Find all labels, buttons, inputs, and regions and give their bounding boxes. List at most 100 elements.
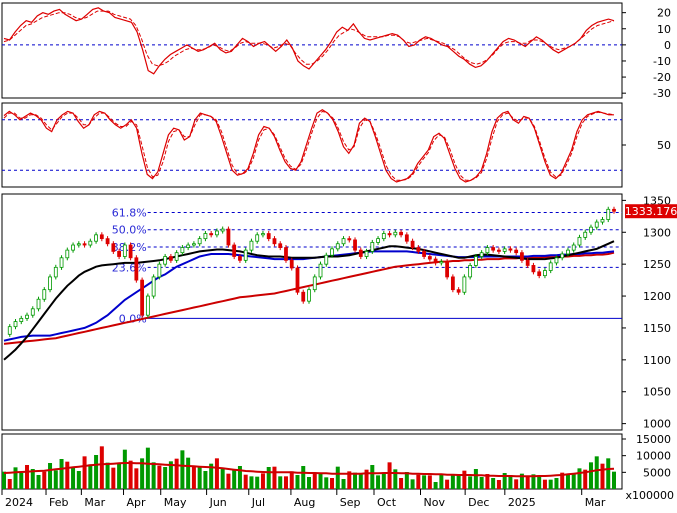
price-candle-body [261, 233, 265, 236]
volume-bar [479, 477, 484, 489]
price-candle-body [353, 239, 357, 251]
price-tick-label: 1350 [643, 194, 671, 207]
price-candle-body [7, 326, 12, 335]
volume-bar [422, 475, 427, 489]
volume-bar [128, 460, 133, 489]
price-candle-body [284, 247, 288, 261]
volume-bar [399, 478, 404, 489]
volume-bar [364, 469, 369, 489]
price-candle-body [439, 261, 444, 264]
volume-bar [318, 473, 323, 489]
price-candle-body [583, 231, 588, 238]
price-candle-body [554, 257, 559, 264]
fib-label: 61.8% [112, 206, 147, 219]
volume-bar [554, 478, 559, 489]
volume-bar [289, 471, 294, 489]
volume-bar [358, 474, 363, 489]
volume-bar [53, 470, 58, 489]
volume-bar [445, 479, 450, 489]
volume-tick-label: 15000 [636, 433, 671, 446]
osc2-tick-label: 50 [657, 139, 671, 152]
volume-bar [565, 474, 570, 489]
price-candle-body [289, 259, 294, 269]
month-label: Mar [585, 496, 606, 509]
price-candle-body [381, 233, 386, 240]
volume-bar [266, 467, 271, 489]
volume-bar [376, 475, 381, 489]
price-candle-body [456, 289, 461, 293]
price-candle-body [577, 236, 582, 246]
month-label: Dec [468, 496, 489, 509]
volume-bar [588, 462, 593, 489]
month-label: 2024 [5, 496, 33, 509]
price-candle-body [589, 226, 593, 233]
price-candle-body [117, 251, 121, 257]
volume-bar [7, 479, 12, 489]
volume-bar [134, 468, 139, 489]
volume-bar [145, 447, 150, 489]
volume-bar [502, 473, 507, 489]
price-candle-body [197, 238, 202, 245]
price-candle-body [548, 262, 553, 271]
price-candle-body [215, 230, 219, 236]
volume-bar [272, 466, 277, 489]
price-tick-label: 1250 [643, 258, 671, 271]
price-tick-label: 1050 [643, 386, 671, 399]
price-candle-body [249, 240, 254, 251]
volume-bar [427, 475, 432, 489]
price-candle-body [65, 249, 70, 259]
volume-bar [163, 467, 168, 489]
price-candle-body [157, 263, 162, 278]
volume-bar [330, 478, 335, 489]
price-panel: 61.8%50.0%38.2%23.6%0.0%1350130012501200… [3, 194, 677, 431]
month-label: Jul [251, 496, 265, 509]
price-candle-body [76, 243, 81, 246]
price-candle-body [520, 252, 524, 261]
volume-bar [542, 479, 547, 489]
price-candle-body [514, 249, 519, 254]
price-candle-body [88, 240, 93, 246]
price-candle-body [433, 258, 438, 264]
price-candle-body [330, 248, 334, 256]
volume-bar [600, 463, 605, 489]
volume-bar [36, 475, 41, 489]
price-candle-body [560, 253, 565, 259]
volume-bar [99, 446, 104, 489]
volume-bar [232, 469, 237, 489]
month-label: Mar [84, 496, 105, 509]
price-candle-body [232, 244, 237, 257]
price-candle-body [42, 289, 47, 300]
price-candle-body [163, 256, 168, 265]
price-candle-body [399, 231, 403, 236]
volume-bar [209, 463, 214, 489]
volume-bar [48, 463, 53, 489]
volume-bar [42, 471, 47, 489]
price-candle-body [243, 249, 248, 261]
volume-bar [594, 456, 599, 489]
month-label: Nov [424, 496, 446, 509]
price-candle-body [203, 233, 208, 240]
price-candle-body [508, 248, 513, 251]
ma-long-line [3, 251, 615, 345]
price-candle-body [53, 266, 58, 278]
volume-bar [531, 474, 536, 489]
price-candle-body [226, 228, 231, 246]
osc1-tick-label: 10 [657, 23, 671, 36]
price-candle-body [111, 243, 116, 252]
volume-bar [157, 465, 162, 489]
price-candle-body [318, 263, 323, 278]
x-axis: 2024 Feb Mar Apr May Jun Jul Aug Sep Oct Nov Dec 202… [1, 489, 606, 509]
osc1-tick-label: -20 [653, 71, 671, 84]
volume-bar [577, 468, 582, 489]
volume-bar [335, 466, 340, 489]
volume-bar [71, 468, 76, 489]
oscillator-signal-line [3, 10, 615, 67]
price-candle-body [30, 308, 35, 316]
volume-bar [249, 476, 254, 489]
volume-bar [76, 471, 81, 489]
price-candle-body [422, 251, 426, 257]
volume-bar [82, 456, 87, 489]
volume-bar [571, 474, 576, 489]
price-candle-body [151, 276, 156, 297]
